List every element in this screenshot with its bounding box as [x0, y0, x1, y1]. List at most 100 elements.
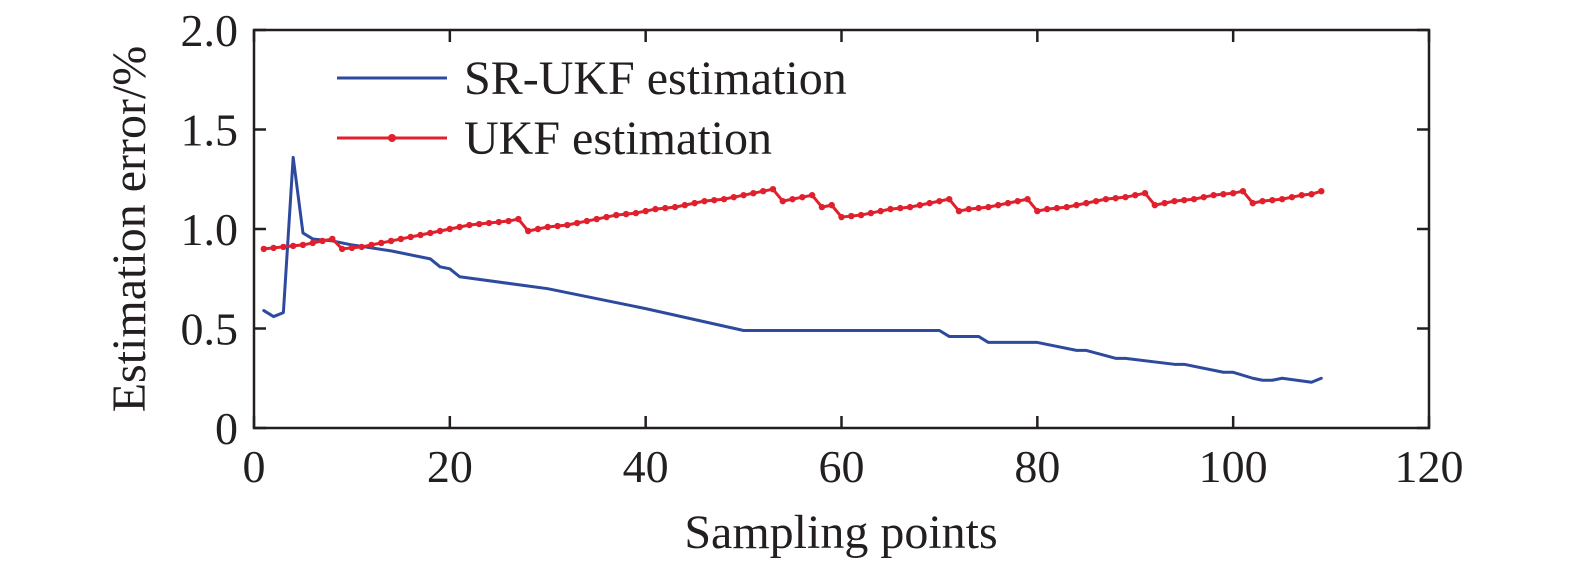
ukf-data-point — [1269, 196, 1276, 204]
ukf-data-point — [544, 223, 551, 231]
ukf-data-point — [1239, 187, 1247, 195]
ukf-data-point — [289, 242, 297, 250]
ukf-data-point — [906, 203, 914, 211]
ukf-data-point — [1112, 194, 1119, 202]
ukf-data-point — [1161, 199, 1168, 207]
ukf-data-point — [387, 237, 395, 245]
ukf-data-point — [603, 213, 610, 221]
ukf-data-point — [338, 245, 346, 253]
y-tick-label: 0.5 — [181, 304, 239, 355]
ukf-data-point — [348, 244, 356, 252]
ukf-data-point — [1122, 193, 1129, 201]
ukf-data-point — [1190, 195, 1198, 203]
ukf-data-point — [1220, 190, 1227, 198]
ukf-data-point — [799, 193, 806, 201]
x-tick-label: 100 — [1199, 441, 1268, 492]
ukf-data-point — [368, 241, 375, 249]
ukf-data-point — [1024, 195, 1031, 203]
ukf-data-point — [270, 244, 277, 252]
ukf-data-point — [1229, 189, 1237, 197]
ukf-data-point — [642, 207, 649, 215]
ukf-data-point — [720, 195, 728, 203]
ukf-data-point — [593, 215, 600, 223]
y-tick-label: 1.5 — [181, 105, 239, 156]
ukf-data-point — [417, 231, 424, 239]
ukf-data-point — [1053, 204, 1061, 212]
y-tick-label: 2.0 — [181, 5, 239, 56]
ukf-data-point — [358, 243, 365, 251]
ukf-data-point — [534, 225, 542, 233]
ukf-data-point — [730, 193, 737, 201]
ukf-data-point — [1092, 197, 1100, 205]
ukf-data-point — [1102, 195, 1110, 203]
ukf-data-point — [280, 243, 287, 251]
ukf-data-point — [456, 223, 463, 231]
ukf-data-point — [750, 189, 757, 197]
ukf-data-point — [759, 187, 767, 195]
ukf-data-point — [1181, 196, 1188, 204]
ukf-data-point — [583, 217, 591, 225]
ukf-data-point — [1249, 199, 1256, 207]
ukf-data-point — [1308, 190, 1315, 198]
ukf-data-point — [1034, 207, 1041, 215]
series-line-sr-ukf — [262, 155, 1323, 384]
ukf-data-point — [1151, 201, 1159, 209]
ukf-data-point — [476, 220, 483, 228]
ukf-data-point — [701, 197, 708, 205]
ukf-data-point — [671, 203, 679, 211]
ukf-data-point — [632, 209, 640, 217]
ukf-data-point — [1004, 199, 1012, 207]
ukf-data-point — [838, 213, 845, 221]
ukf-data-point — [1259, 197, 1266, 205]
ukf-data-point — [613, 211, 620, 219]
ukf-data-point — [1298, 191, 1305, 199]
legend-label-sr-ukf: SR-UKF estimation — [464, 52, 847, 105]
ukf-data-point — [378, 239, 385, 247]
ukf-data-point — [955, 207, 963, 215]
ukf-data-point — [946, 195, 953, 203]
ukf-data-point — [1141, 189, 1149, 197]
ukf-data-point — [1014, 197, 1021, 205]
ukf-data-point — [975, 204, 982, 212]
ukf-data-point — [1043, 205, 1051, 213]
ukf-data-point — [848, 212, 855, 220]
ukf-data-point — [1132, 191, 1139, 199]
x-tick-label: 0 — [243, 441, 266, 492]
ukf-data-point — [691, 199, 698, 207]
ukf-data-point — [1083, 199, 1090, 207]
ukf-data-point — [965, 205, 972, 213]
ukf-data-point — [495, 218, 502, 226]
ukf-data-point — [857, 211, 865, 219]
ukf-data-point — [485, 219, 493, 227]
y-tick-label: 0 — [215, 403, 238, 454]
ukf-data-point — [1210, 191, 1217, 199]
ukf-data-point — [329, 235, 336, 243]
x-tick-label: 40 — [623, 441, 669, 492]
x-tick-label: 80 — [1014, 441, 1060, 492]
ukf-data-point — [681, 201, 689, 209]
ukf-data-point — [1073, 201, 1080, 209]
ukf-data-point — [436, 227, 444, 235]
ukf-data-point — [662, 204, 669, 212]
ukf-data-point — [985, 203, 992, 211]
ukf-data-point — [808, 191, 816, 199]
ukf-data-point — [515, 215, 522, 223]
ukf-data-point — [652, 205, 659, 213]
x-axis-title: Sampling points — [684, 506, 997, 559]
ukf-data-point — [926, 199, 933, 207]
legend-marker-ukf — [388, 134, 396, 142]
ticks-layer: 0 20 40 60 80 100 120 0 0.5 1.0 1.5 2.0 — [181, 5, 1464, 492]
ukf-data-point — [1288, 193, 1296, 201]
ukf-data-point — [407, 233, 414, 241]
ukf-data-point — [828, 201, 835, 209]
ukf-data-point — [867, 209, 875, 217]
ukf-data-point — [887, 205, 894, 213]
ukf-data-point — [1278, 195, 1286, 203]
ukf-data-point — [740, 191, 747, 199]
ukf-data-point — [1200, 193, 1207, 201]
x-tick-label: 20 — [427, 441, 473, 492]
ukf-data-point — [299, 241, 307, 249]
x-tick-label: 60 — [819, 441, 865, 492]
series-layer — [260, 155, 1325, 384]
